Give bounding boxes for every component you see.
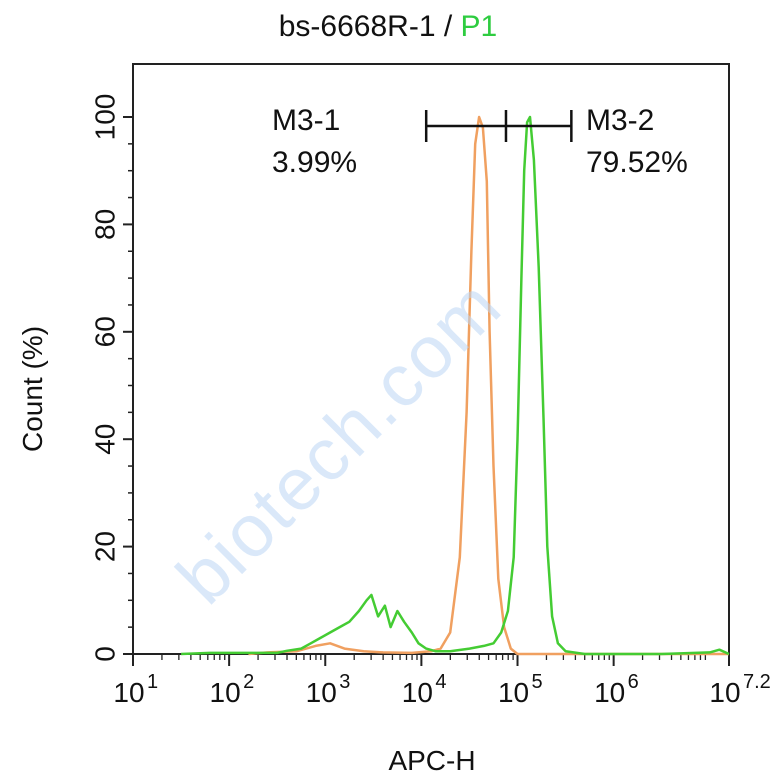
x-axis-label: APC-H [388, 745, 475, 776]
x-tick-label-exponent: 2 [243, 671, 254, 693]
title-sample: bs-6668R-1 [278, 10, 436, 43]
x-tick-label: 10 [709, 677, 740, 708]
x-tick-label: 10 [402, 677, 433, 708]
gate-m3-2-name: M3-2 [586, 104, 654, 137]
gate-m3-1-percent: 3.99% [272, 146, 357, 179]
y-tick-label: 60 [89, 316, 120, 347]
x-tick-label-exponent: 5 [532, 671, 543, 693]
y-tick-label: 100 [89, 94, 120, 141]
x-tick-label: 10 [498, 677, 529, 708]
y-tick-label: 40 [89, 424, 120, 455]
y-tick-label: 20 [89, 531, 120, 562]
x-tick-label: 10 [210, 677, 241, 708]
chart-title: bs-6668R-1 / P1 [0, 10, 776, 44]
gate-m3-2-percent: 79.52% [586, 146, 688, 179]
x-tick-label-exponent: 1 [147, 671, 158, 693]
x-tick-label-exponent: 4 [435, 671, 446, 693]
gate-m3-1-name: M3-1 [272, 104, 340, 137]
x-tick-label-exponent: 3 [339, 671, 350, 693]
histogram-series-2 [181, 115, 730, 656]
x-tick-label-exponent: 6 [628, 671, 639, 693]
histogram-series-1 [248, 115, 729, 656]
x-tick-label: 10 [594, 677, 625, 708]
x-tick-label: 10 [306, 677, 337, 708]
x-tick-label: 10 [113, 677, 144, 708]
x-tick-label-exponent: 7.2 [743, 671, 771, 693]
y-tick-label: 0 [89, 646, 120, 662]
title-gate: P1 [460, 10, 498, 43]
title-separator: / [435, 10, 461, 43]
y-axis-label: Count (%) [17, 326, 48, 452]
y-tick-label: 80 [89, 209, 120, 240]
